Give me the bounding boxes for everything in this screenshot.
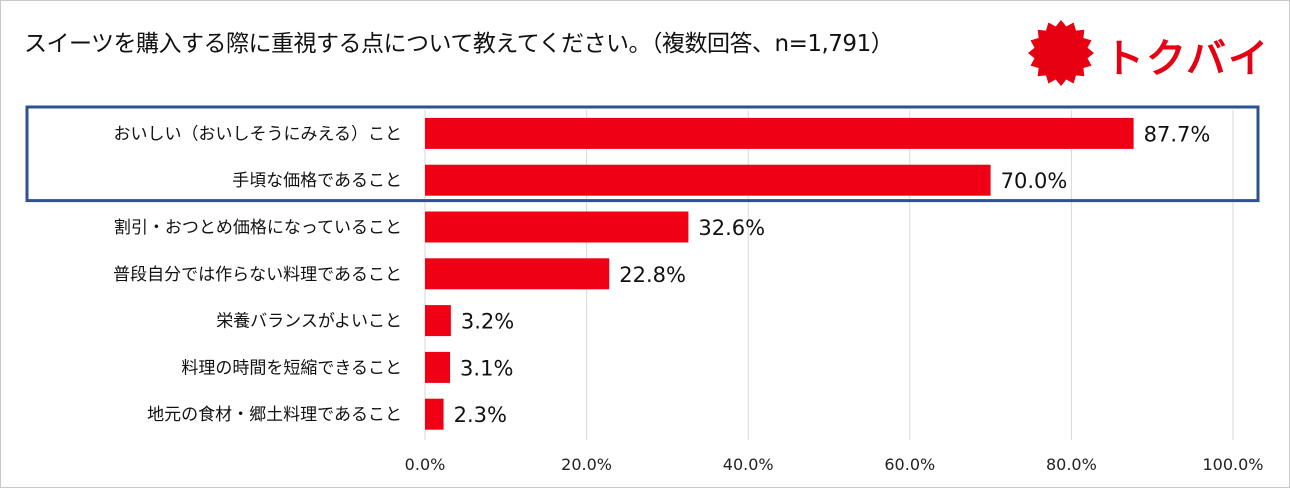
logo: トクバイ: [1026, 18, 1276, 88]
category-labels: おいしい（おいしそうにみえる）こと手頃な価格であること割引・おつとめ価格になって…: [113, 124, 402, 425]
bar: [425, 117, 1134, 149]
highlight-box: [25, 105, 1260, 203]
category-label: 普段自分では作らない料理であること: [113, 265, 402, 285]
value-label: 87.7%: [1144, 122, 1211, 146]
value-labels: 87.7% 70.0% 32.6% 22.8% 3.2% 3.1% 2.3%: [454, 122, 1211, 427]
category-label: 栄養バランスがよいこと: [216, 312, 402, 332]
x-tick-label: 80.0%: [1046, 455, 1097, 474]
value-label: 3.2%: [461, 310, 514, 334]
value-label: 2.3%: [454, 403, 507, 427]
logo-text: トクバイ: [1104, 36, 1270, 82]
chart-title: スイーツを購入する際に重視する点について教えてください。（複数回答、n=1,79…: [24, 31, 894, 57]
bar: [425, 305, 451, 337]
bar: [425, 164, 991, 196]
category-label: おいしい（おいしそうにみえる）こと: [114, 124, 403, 144]
bar: [425, 398, 444, 430]
category-label: 料理の時間を短縮できること: [181, 358, 402, 378]
x-tick-label: 40.0%: [723, 455, 774, 474]
x-tick-label: 0.0%: [405, 455, 446, 474]
red-starburst-icon: [1028, 20, 1094, 86]
x-tick-label: 20.0%: [561, 455, 612, 474]
x-axis-ticks: 0.0% 20.0% 40.0% 60.0% 80.0% 100.0%: [405, 455, 1264, 474]
category-label: 地元の食材・郷土料理であること: [147, 405, 402, 425]
value-label: 3.1%: [460, 356, 513, 380]
category-label: 割引・おつとめ価格になっていること: [114, 218, 402, 238]
value-label: 32.6%: [698, 216, 765, 240]
bar: [425, 351, 451, 383]
category-label: 手頃な価格であること: [232, 171, 402, 191]
value-label: 22.8%: [619, 263, 686, 287]
x-tick-label: 60.0%: [884, 455, 935, 474]
bar: [425, 211, 689, 243]
value-label: 70.0%: [1001, 169, 1068, 193]
x-tick-label: 100.0%: [1202, 455, 1263, 474]
bars: [425, 117, 1134, 430]
bar: [425, 258, 610, 290]
